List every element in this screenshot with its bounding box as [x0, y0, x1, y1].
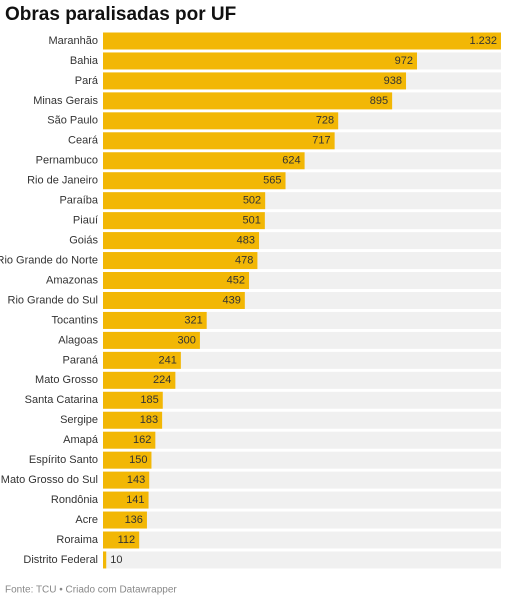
value-label: 224	[153, 374, 171, 386]
value-label: 565	[263, 175, 281, 187]
value-label: 478	[235, 254, 253, 266]
category-label: Rio de Janeiro	[27, 175, 98, 187]
category-label: Bahia	[70, 55, 99, 67]
bar	[103, 531, 140, 549]
row-background	[103, 451, 501, 469]
category-label: Alagoas	[58, 334, 98, 346]
bar	[103, 391, 163, 409]
value-label: 300	[178, 334, 196, 346]
category-label: Tocantins	[52, 314, 99, 326]
value-label: 241	[158, 354, 176, 366]
value-label: 483	[237, 235, 255, 247]
value-label: 938	[384, 75, 402, 87]
chart-title: Obras paralisadas por UF	[5, 4, 236, 25]
bar	[103, 32, 501, 50]
bar	[103, 491, 149, 509]
bar	[103, 511, 147, 529]
value-label: 502	[243, 195, 261, 207]
value-label: 10	[110, 554, 122, 566]
category-label: Santa Catarina	[25, 394, 99, 406]
value-label: 141	[126, 494, 144, 506]
value-label: 972	[395, 55, 413, 67]
bar	[103, 172, 286, 190]
bar	[103, 451, 152, 469]
category-label: Pernambuco	[36, 155, 98, 167]
row-background	[103, 331, 501, 349]
category-label: Pará	[75, 75, 99, 87]
bar	[103, 471, 150, 489]
category-label: Distrito Federal	[23, 554, 98, 566]
bar	[103, 551, 107, 569]
value-label: 728	[316, 115, 334, 127]
value-label: 452	[227, 274, 245, 286]
row-background	[103, 391, 501, 409]
bar	[103, 212, 265, 230]
category-label: Paraná	[63, 354, 99, 366]
row-background	[103, 511, 501, 529]
bar	[103, 112, 339, 130]
row-background	[103, 491, 501, 509]
value-label: 162	[133, 434, 151, 446]
row-background	[103, 411, 501, 429]
category-label: Maranhão	[48, 35, 98, 47]
row-background	[103, 371, 501, 389]
value-label: 321	[184, 314, 202, 326]
row-background	[103, 351, 501, 369]
value-label: 136	[125, 514, 143, 526]
row-background	[103, 431, 501, 449]
bar	[103, 272, 250, 290]
bar	[103, 411, 163, 429]
category-label: Rio Grande do Sul	[8, 294, 99, 306]
value-label: 439	[222, 294, 240, 306]
category-label: Minas Gerais	[33, 95, 98, 107]
bar	[103, 152, 305, 170]
value-label: 1.232	[469, 35, 497, 47]
category-label: Rondônia	[51, 494, 99, 506]
category-label: Ceará	[68, 135, 99, 147]
value-label: 895	[370, 95, 388, 107]
category-label: Goiás	[69, 235, 98, 247]
value-label: 501	[242, 215, 260, 227]
row-background	[103, 471, 501, 489]
bar	[103, 72, 407, 90]
bar	[103, 371, 176, 389]
bar	[103, 431, 156, 449]
row-background	[103, 531, 501, 549]
category-label: Amapá	[63, 434, 99, 446]
category-label: Amazonas	[46, 274, 98, 286]
bar	[103, 52, 418, 70]
bar	[103, 351, 181, 369]
category-label: Piauí	[73, 215, 98, 227]
bar	[103, 252, 258, 270]
bar	[103, 331, 200, 349]
source-note: Fonte: TCU • Criado com Datawrapper	[5, 585, 177, 596]
row-background	[103, 551, 501, 569]
value-label: 624	[282, 155, 300, 167]
bar	[103, 192, 266, 210]
bar	[103, 132, 335, 150]
category-label: Sergipe	[60, 414, 98, 426]
value-label: 150	[129, 454, 147, 466]
category-label: Mato Grosso	[35, 374, 98, 386]
category-label: Espírito Santo	[29, 454, 98, 466]
value-label: 717	[312, 135, 330, 147]
category-label: Roraima	[56, 534, 98, 546]
value-label: 143	[127, 474, 145, 486]
category-label: Paraíba	[59, 195, 98, 207]
bar	[103, 291, 245, 309]
value-label: 185	[140, 394, 158, 406]
category-label: Acre	[75, 514, 98, 526]
value-label: 112	[118, 534, 136, 546]
bar	[103, 92, 393, 110]
category-label: São Paulo	[47, 115, 98, 127]
category-label: Mato Grosso do Sul	[1, 474, 98, 486]
bar	[103, 311, 207, 329]
value-label: 183	[140, 414, 158, 426]
bar	[103, 232, 260, 250]
category-label: Rio Grande do Norte	[0, 254, 98, 266]
